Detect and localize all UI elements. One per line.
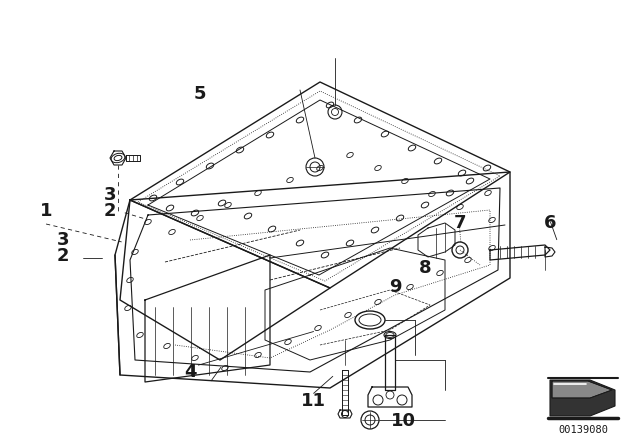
Text: 11: 11	[301, 392, 326, 410]
Text: 3: 3	[56, 231, 69, 249]
Text: 2: 2	[56, 247, 69, 265]
Text: 5: 5	[194, 85, 207, 103]
Text: 4: 4	[184, 363, 196, 381]
Polygon shape	[550, 380, 615, 416]
Text: 10: 10	[390, 412, 416, 430]
Text: 6: 6	[544, 214, 557, 232]
Text: 00139080: 00139080	[558, 425, 608, 435]
Text: 8: 8	[419, 259, 432, 277]
Text: 3: 3	[104, 186, 116, 204]
Polygon shape	[552, 381, 612, 398]
Text: 2: 2	[104, 202, 116, 220]
Text: 9: 9	[389, 278, 402, 296]
Text: 1: 1	[40, 202, 52, 220]
Text: 7: 7	[453, 214, 466, 232]
